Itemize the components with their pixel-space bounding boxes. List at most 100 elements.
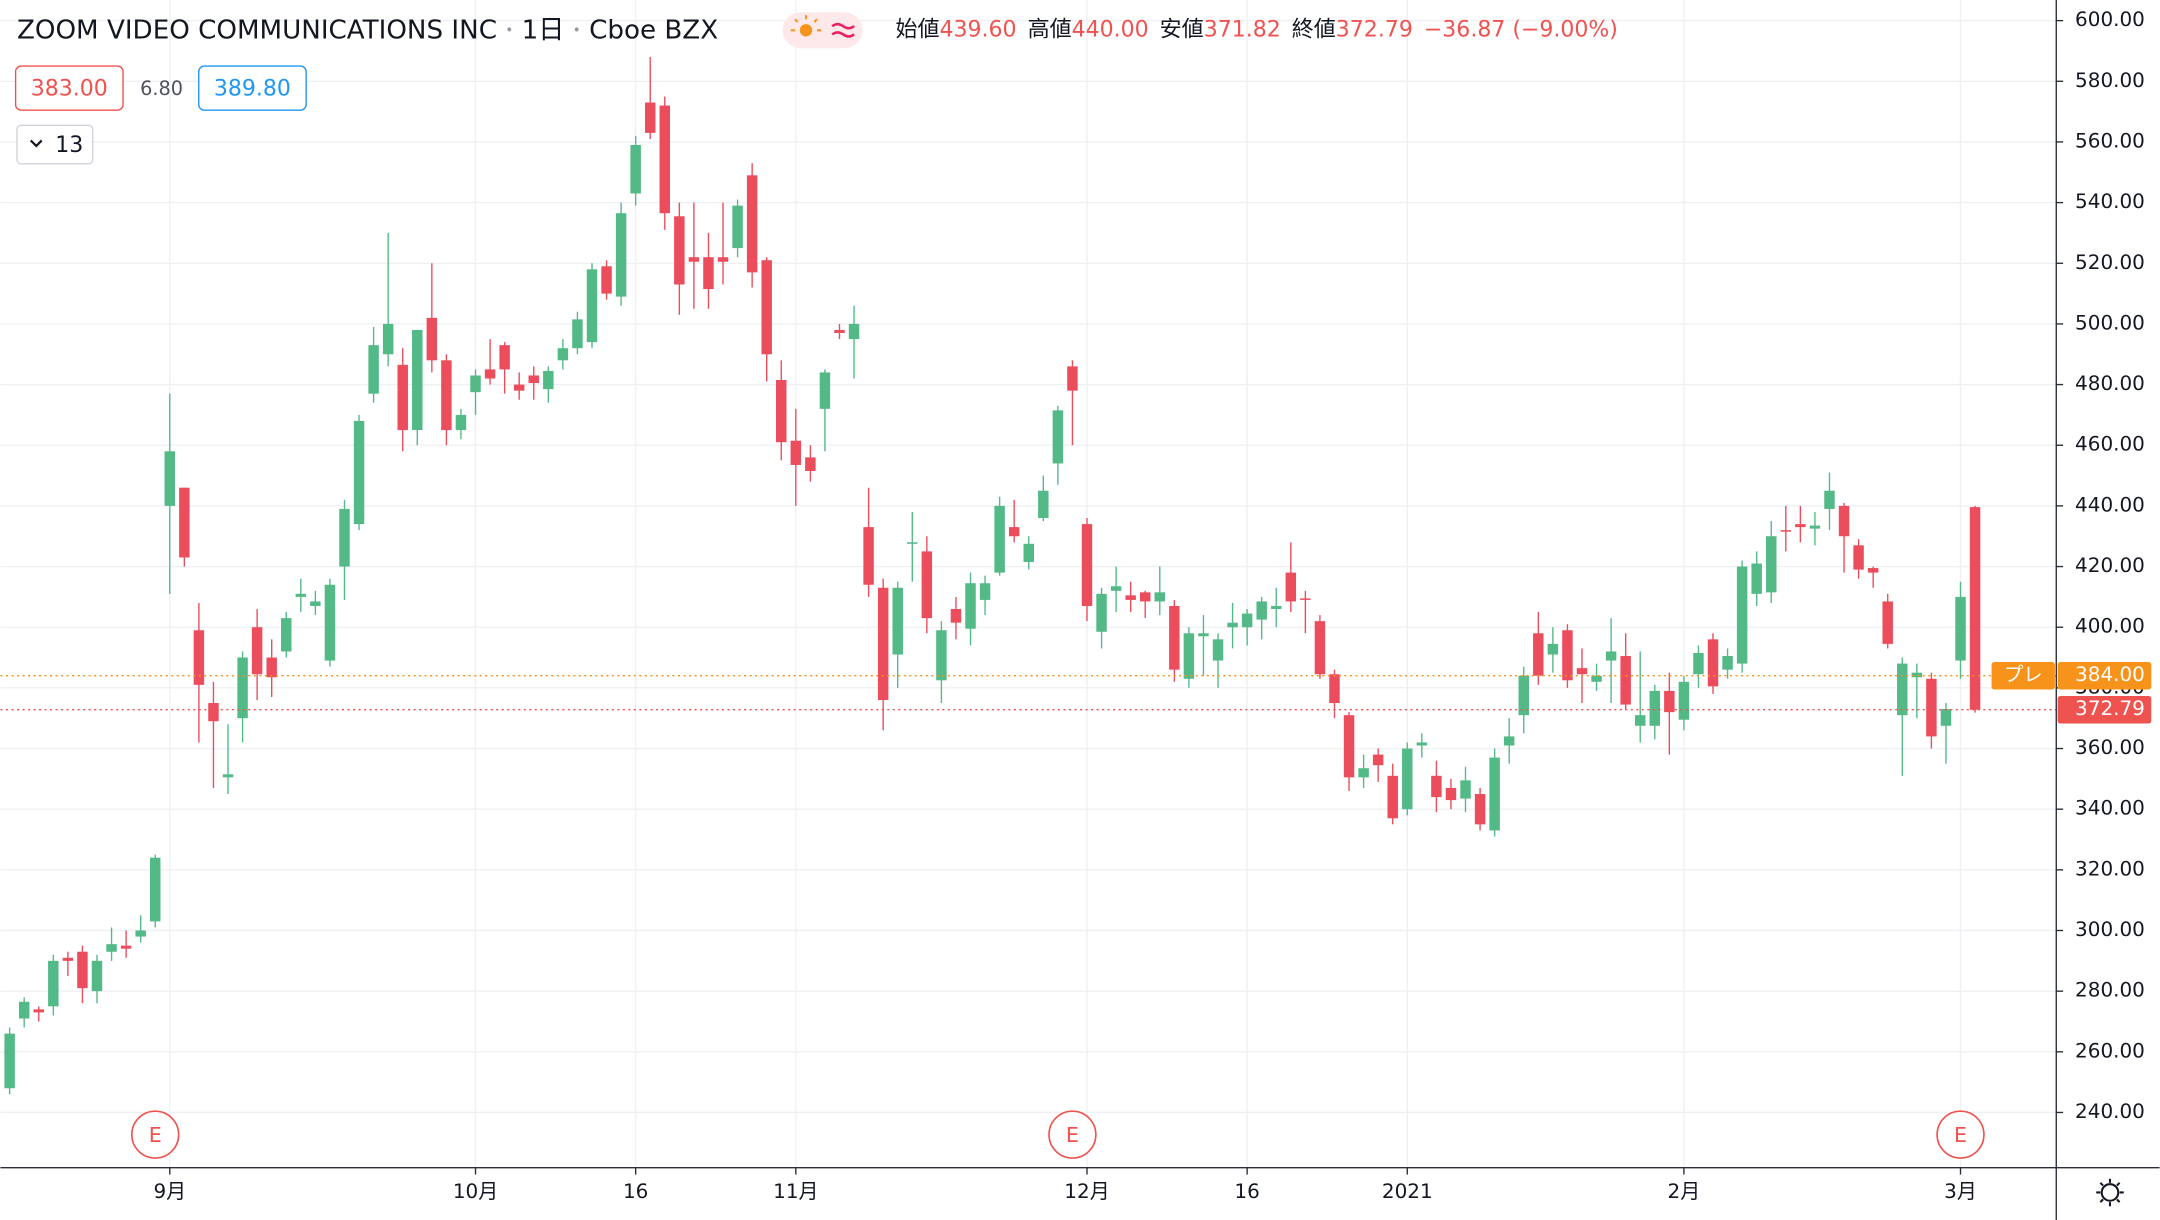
candle-body [863,527,874,585]
candle-body [208,703,219,722]
ohlc-line: 始値439.60 高値440.00 安値371.82 終値372.79 −36.87 (… [895,17,1617,42]
candle-body [1867,568,1879,573]
candle-body [1008,527,1020,537]
y-tick-label: 360.00 [2075,735,2145,759]
candle-body [281,618,292,652]
candle-body [1038,490,1049,519]
candle-body [1474,794,1486,825]
price-line-name: プレ [2004,663,2043,686]
y-tick-label: 320.00 [2075,856,2145,880]
candle-body [1271,605,1282,610]
y-tick-label: 420.00 [2075,553,2145,577]
ohlc-label: 高値 [1028,17,1072,42]
candle-body [1591,675,1602,682]
header-line: ZOOM VIDEO COMMUNICATIONS INC • 1日 • Cboe BZ… [17,15,718,45]
candle-body [965,583,976,629]
candle-body [1897,663,1908,716]
candle-body [703,257,714,290]
candle-body [1081,524,1093,606]
candle-body [950,609,962,623]
candle-body [1169,605,1180,670]
candle-body [1125,595,1136,600]
candle-body [1634,715,1646,726]
indicator-count: 13 [55,133,83,158]
candle-body [717,257,729,262]
y-tick-label: 440.00 [2075,492,2145,516]
candle-body [1052,410,1064,464]
candle-body [732,205,743,249]
price-label-box [2057,661,2152,690]
y-tick-label: 520.00 [2075,250,2145,274]
y-tick-label: 280.00 [2075,978,2145,1002]
candle-body [805,457,816,472]
candle-body [1533,633,1544,676]
earnings-marker[interactable] [1936,1110,1985,1159]
candle-body [1693,652,1704,675]
price-line-name-box [1991,661,2055,690]
spread: 6.80 [140,77,183,100]
ohlc-value: 372.79 [1336,17,1413,42]
candle-body [1955,596,1966,661]
candle-body [907,542,918,544]
candle-body [251,627,263,675]
price-label-box [2057,695,2152,724]
candle-body [1882,601,1893,644]
candle-body [106,944,117,952]
candle-body [776,380,787,443]
candle-body [266,657,277,678]
separator: • [573,22,581,38]
candle-body [397,364,408,431]
candle-body [1460,780,1471,799]
candle-body [48,960,59,1007]
y-tick-label: 400.00 [2075,614,2145,638]
candle-body [688,257,700,262]
candle-body [310,601,321,606]
ohlc-value: 440.00 [1072,17,1149,42]
bid-box[interactable] [14,65,124,111]
y-tick-label: 300.00 [2075,917,2145,941]
x-tick-label: 16 [1234,1179,1259,1203]
ask-box[interactable] [198,65,307,111]
candle-body [1372,754,1384,766]
ohlc-label: 安値 [1160,17,1204,42]
earnings-marker[interactable] [130,1110,180,1159]
settings-icon[interactable] [2096,1178,2124,1207]
candle-body [528,375,539,384]
x-tick-label: 10月 [453,1179,498,1203]
candle-body [1343,715,1355,778]
candle-body [441,360,452,431]
market-icon [790,15,822,32]
x-tick-label: 12月 [1064,1179,1109,1203]
candle-body [1489,757,1500,831]
candle-body [1736,566,1748,664]
candle-body [1183,633,1195,679]
y-tick-label: 240.00 [2075,1099,2145,1123]
candle-body [1707,639,1719,687]
earnings-marker[interactable] [1048,1110,1097,1159]
ask: 389.80 [214,77,291,102]
candle-body [1620,656,1631,705]
candle-body [426,317,438,361]
candle-body [339,508,350,567]
candle-body [557,348,569,361]
candle-body [1402,748,1413,810]
earnings-label: E [1954,1123,1967,1147]
grid: 240.00 260.00 280.00 300.00 320.00 340.00 360.… [0,0,2145,1203]
y-tick-label: 560.00 [2075,128,2145,152]
market-icon [799,24,813,37]
candle-body [164,451,176,506]
ohlc-label: 終値 [1292,17,1336,42]
header: 383.00 6.80 389.80 13 ZOOM VIDEO COMMUNI… [14,12,1618,165]
candle-body [1431,775,1442,798]
candle-body [1824,490,1835,509]
y-tick-label: 500.00 [2075,310,2145,334]
candle-body [91,960,103,992]
y-tick-label: 340.00 [2075,796,2145,820]
candle-body [1096,593,1107,632]
ohlc-value: 371.82 [1204,17,1281,42]
candle-body [1329,674,1340,704]
x-tick-label: 11月 [773,1179,818,1203]
indicators-toggle[interactable] [16,124,94,165]
candle-body [382,323,394,355]
candle-body [1838,505,1850,537]
